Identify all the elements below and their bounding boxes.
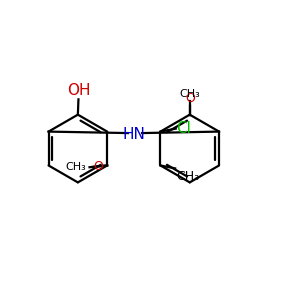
Text: CH₃: CH₃: [176, 169, 200, 183]
Text: OH: OH: [67, 83, 90, 98]
Text: Cl: Cl: [177, 121, 191, 136]
Text: CH₃: CH₃: [179, 89, 200, 99]
Text: HN: HN: [122, 127, 145, 142]
Text: O: O: [185, 92, 195, 105]
Text: O: O: [93, 160, 103, 173]
Text: CH₃: CH₃: [65, 162, 86, 172]
